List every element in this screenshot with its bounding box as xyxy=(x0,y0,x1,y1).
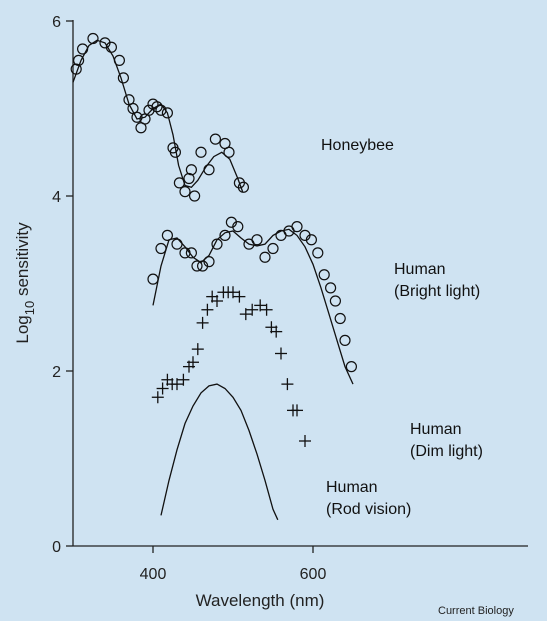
honeybee-point xyxy=(117,72,130,84)
human-rod-vision-label: (Rod vision) xyxy=(326,501,411,518)
honeybee-point xyxy=(113,54,126,66)
honeybee-point xyxy=(161,107,173,119)
y-tick-label-6: 6 xyxy=(52,14,61,31)
human-dim-light-point xyxy=(233,290,246,303)
human-dim-light-label: (Dim light) xyxy=(410,443,483,460)
human-dim-light-point xyxy=(187,356,199,369)
human-bright-light-label: Human xyxy=(394,261,446,278)
honeybee-point xyxy=(185,164,197,176)
human-bright-light-point xyxy=(325,282,337,294)
human-bright-light-point xyxy=(147,273,159,285)
human-bright-light-point xyxy=(267,242,279,255)
honeybee-point xyxy=(179,186,191,198)
human-dim-light-point xyxy=(201,303,214,316)
honeybee-point xyxy=(173,177,185,189)
human-bright-light-point xyxy=(219,229,231,241)
x-tick-label-400: 400 xyxy=(140,566,167,583)
human-bright-light-point xyxy=(259,251,271,263)
honeybee-point xyxy=(72,54,85,66)
human-bright-light-point xyxy=(345,361,357,373)
credit-text: Current Biology xyxy=(438,605,514,617)
human-rod-vision-curve xyxy=(160,383,279,521)
human-bright-light-point xyxy=(211,238,223,250)
human-bright-light-point xyxy=(334,312,346,325)
human-bright-light-point xyxy=(305,234,317,246)
human-bright-light-point xyxy=(312,247,324,259)
human-dim-light-point xyxy=(275,347,287,360)
human-dim-light-point xyxy=(196,316,209,329)
human-dim-light-point xyxy=(171,378,183,391)
honeybee-point xyxy=(155,104,167,116)
human-dim-light-point xyxy=(227,286,239,299)
human-bright-light-point xyxy=(161,229,173,241)
x-tick-label-600: 600 xyxy=(300,566,327,583)
human-dim-light-point xyxy=(156,382,169,395)
honeybee-label: Honeybee xyxy=(321,137,394,154)
human-dim-light-point xyxy=(191,343,204,356)
human-dim-light-point xyxy=(299,435,311,447)
series-labels: Honeybee Human (Bright light) Human (Dim lig… xyxy=(321,137,483,518)
fitted-curves xyxy=(72,39,354,521)
honeybee-point xyxy=(223,146,235,158)
human-bright-light-label: (Bright light) xyxy=(394,283,480,300)
honeybee-point xyxy=(169,146,181,158)
honeybee-point xyxy=(189,190,201,202)
honeybee-point xyxy=(87,32,99,45)
human-bright-light-point xyxy=(291,221,303,233)
honeybee-point xyxy=(131,111,143,123)
human-bright-light-point xyxy=(155,242,167,255)
honeybee-point xyxy=(195,146,207,158)
honeybee-point xyxy=(209,133,221,145)
human-dim-light-point xyxy=(177,373,190,386)
honeybee-point xyxy=(151,101,163,113)
human-dim-light-point xyxy=(260,303,273,316)
y-axis-title-rest: sensitivity xyxy=(13,222,32,301)
y-axis-title-subscript: 10 xyxy=(22,301,37,315)
human-dim-light-point xyxy=(211,295,223,307)
human-bright-light-point xyxy=(339,334,351,346)
honeybee-curve xyxy=(72,39,244,192)
honeybee-point xyxy=(76,43,89,55)
y-tick-label-4: 4 xyxy=(52,189,61,206)
honeybee-point xyxy=(105,41,118,53)
human-dim-light-point xyxy=(151,391,164,404)
honeybee-point xyxy=(203,164,215,176)
human-dim-light-point xyxy=(254,299,267,312)
human-rod-vision-label: Human xyxy=(326,479,378,496)
human-bright-light-point xyxy=(318,269,330,281)
human-bright-light-point xyxy=(232,221,244,233)
x-axis-title: Wavelength (nm) xyxy=(196,591,325,610)
human-bright-light-point xyxy=(171,238,183,250)
honeybee-point xyxy=(237,181,249,193)
human-bright-light-point xyxy=(329,295,341,307)
y-tick-label-2: 2 xyxy=(52,364,61,381)
human-dim-light-point xyxy=(281,378,294,391)
human-dim-light-point xyxy=(239,308,252,321)
human-bright-light-point xyxy=(191,260,203,272)
axis-ticks: 0 2 4 6 400 600 xyxy=(52,14,326,583)
axes xyxy=(72,20,528,547)
human-dim-light-point xyxy=(291,404,303,417)
human-dim-light-label: Human xyxy=(410,421,462,438)
human-dim-light-point xyxy=(270,325,283,338)
y-axis-title: Log10 sensitivity xyxy=(13,222,37,344)
human-bright-light-point xyxy=(185,247,197,259)
human-bright-light-point xyxy=(251,234,263,246)
human-dim-light-point xyxy=(246,303,259,316)
y-axis-title-main: Log xyxy=(13,315,32,343)
data-points xyxy=(70,32,357,447)
y-tick-label-0: 0 xyxy=(52,539,61,556)
human-bright-light-point xyxy=(203,256,215,268)
human-bright-light-point xyxy=(179,247,191,259)
